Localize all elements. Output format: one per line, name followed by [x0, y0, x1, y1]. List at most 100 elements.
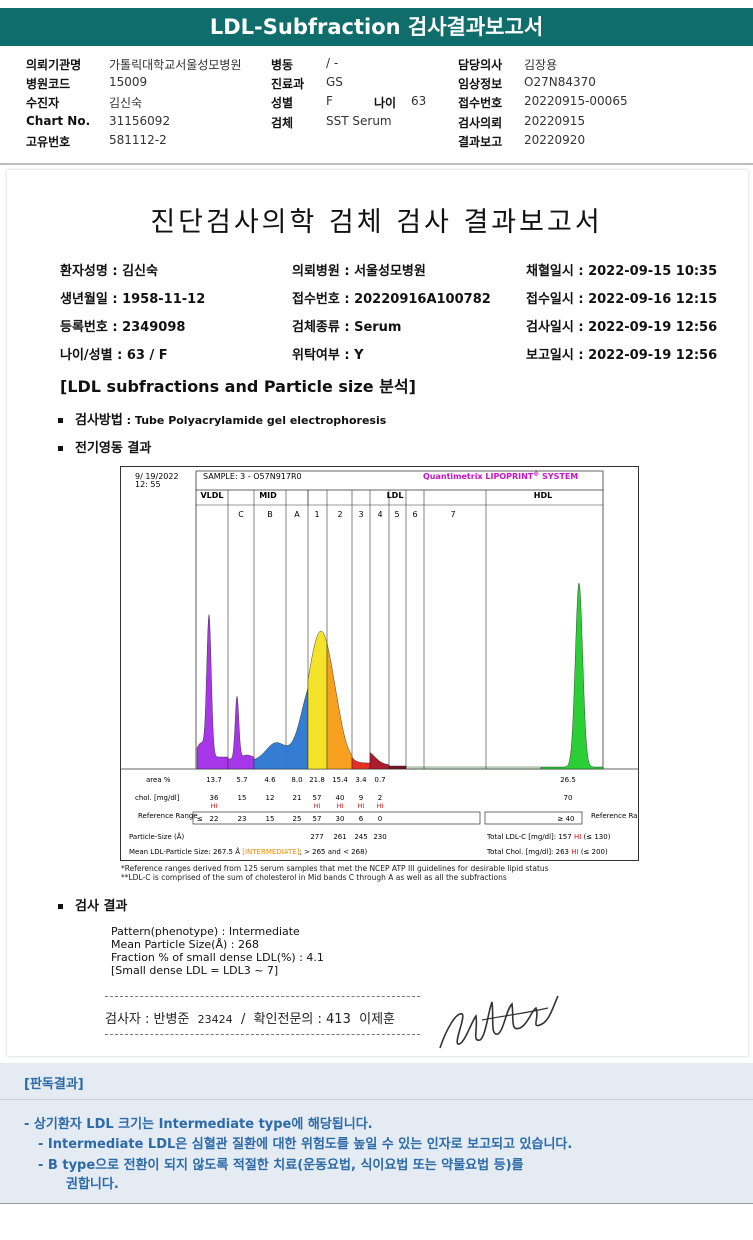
total-chol-ref: (≤ 200) — [581, 848, 608, 856]
reference-value: 57 — [313, 815, 322, 823]
band-label: 7 — [450, 510, 455, 519]
interpretation-header: [판독결과] — [0, 1063, 753, 1100]
info-value: 20220915 — [524, 114, 585, 128]
info-label: 담당의사 — [458, 56, 502, 73]
confirming-doctor-name: 이제훈 — [359, 1012, 395, 1027]
info-label: 수진자 — [26, 94, 59, 111]
brand-name: Quantimetrix LIPOPRINT — [423, 472, 534, 481]
info-value: 15009 — [109, 75, 147, 89]
result-item: 검사 결과 — [58, 895, 127, 914]
area-value: 21.8 — [309, 776, 325, 784]
hi-flag: HI — [358, 802, 365, 810]
chart-footnotes: *Reference ranges derived from 125 serum… — [121, 864, 549, 882]
electrophoresis-peaks — [197, 583, 603, 769]
area-values: 13.7 5.7 4.6 8.0 21.8 15.4 3.4 0.7 26.5 — [206, 776, 576, 784]
method-label: 검사방법 — [75, 413, 123, 428]
info-value: 31156092 — [109, 114, 170, 128]
outsourced-flag: 위탁여부 : Y — [292, 344, 364, 363]
peak-segment — [541, 583, 603, 769]
hi-flag: HI — [314, 802, 321, 810]
accession-number: 접수번호 : 20220916A100782 — [292, 288, 491, 307]
band-label: 4 — [377, 510, 382, 519]
age-sex: 나이/성별 : 63 / F — [60, 344, 168, 363]
info-label: 접수번호 — [458, 94, 502, 111]
interpretation-line: - B type으로 전환이 되지 않도록 적절한 치료(운동요법, 식이요법 … — [38, 1154, 523, 1173]
tester-id: 23424 — [198, 1013, 233, 1026]
electrophoresis-label: 전기영동 결과 — [75, 441, 151, 456]
group-label-hdl: HDL — [534, 491, 552, 500]
chol-value: 9 — [359, 794, 363, 802]
bullet-icon — [58, 904, 63, 909]
particle-size-value: 230 — [373, 833, 386, 841]
chol-value: 2 — [378, 794, 382, 802]
registration-number: 등록번호 : 2349098 — [60, 316, 185, 335]
info-label: 병원코드 — [26, 75, 70, 92]
info-label: Chart No. — [26, 114, 90, 128]
electrophoresis-item: 전기영동 결과 — [58, 437, 151, 456]
method-value: : Tube Polyacrylamide gel electrophoresi… — [123, 414, 386, 427]
band-label: 6 — [412, 510, 417, 519]
chol-value: 57 — [313, 794, 322, 802]
chol-value: 15 — [238, 794, 247, 802]
received-time: 접수일시 : 2022-09-16 12:15 — [526, 288, 717, 307]
area-value: 8.0 — [291, 776, 302, 784]
handwritten-signature — [432, 990, 562, 1055]
result-line: Fraction % of small dense LDL(%) : 4.1 — [111, 951, 324, 964]
peak-segment — [197, 615, 228, 769]
info-label: 임상정보 — [458, 75, 502, 92]
confirming-doctor: 확인전문의 : 413 — [254, 1012, 351, 1027]
peak-segment — [254, 688, 308, 769]
reference-lte-icon: ≤ — [197, 815, 203, 823]
test-time: 검사일시 : 2022-09-19 12:56 — [526, 316, 717, 335]
footnote: *Reference ranges derived from 125 serum… — [121, 864, 549, 873]
referring-hospital: 의뢰병원 : 서울성모병원 — [292, 260, 426, 279]
info-value: 가톨릭대학교서울성모병원 — [109, 56, 241, 73]
mean-value: 267.5 Å — [213, 847, 240, 856]
peak-segment — [327, 643, 352, 769]
method-item: 검사방법 : Tube Polyacrylamide gel electroph… — [58, 409, 386, 428]
signature-stroke — [440, 996, 558, 1048]
area-value: 0.7 — [374, 776, 385, 784]
area-value: 13.7 — [206, 776, 222, 784]
birth-date: 생년월일 : 1958-11-12 — [60, 288, 205, 307]
band-label: A — [294, 510, 300, 519]
info-value: 김장용 — [524, 56, 557, 73]
info-row: 고유번호 581112-2 결과보고 20220920 — [0, 133, 753, 151]
peak-segment — [228, 696, 254, 769]
footnote: **LDL-C is comprised of the sum of chole… — [121, 873, 549, 882]
reference-value: 22 — [210, 815, 219, 823]
peak-segment — [406, 767, 541, 769]
brand-suffix: SYSTEM — [539, 472, 578, 481]
total-ldl: Total LDL-C [mg/dl]: 157 HI (≤ 130) — [486, 833, 611, 841]
result-details: Pattern(phenotype) : Intermediate Mean P… — [111, 925, 324, 977]
total-ldl-label: Total LDL-C [mg/dl]: — [486, 833, 556, 841]
result-line: Pattern(phenotype) : Intermediate — [111, 925, 324, 938]
group-label-ldl: LDL — [387, 491, 404, 500]
reference-value: 0 — [378, 815, 382, 823]
info-label: 검사의뢰 — [458, 114, 502, 131]
reference-value: 15 — [266, 815, 275, 823]
info-label: 고유번호 — [26, 133, 70, 150]
chol-value: 40 — [336, 794, 345, 802]
info-row: 수진자 김신숙 성별 F 나이 63 접수번호 20220915-00065 — [0, 94, 753, 112]
result-label: 검사 결과 — [75, 899, 127, 914]
hi-flag: HI — [377, 802, 384, 810]
band-label: 3 — [358, 510, 363, 519]
electrophoresis-chart: 9/ 19/2022 12: 55 SAMPLE: 3 - O57N917R0 … — [120, 466, 639, 861]
band-label: 1 — [314, 510, 319, 519]
hi-flag: HI — [337, 802, 344, 810]
band-dividers — [228, 490, 486, 769]
group-label-vldl: VLDL — [200, 491, 223, 500]
interpretation-line: 권합니다. — [66, 1173, 119, 1192]
document-title: 진단검사의학 검체 검사 결과보고서 — [0, 200, 753, 239]
info-row: 병원코드 15009 진료과 GS 임상정보 O27N84370 — [0, 75, 753, 93]
reference-value: 6 — [359, 815, 364, 823]
mean-label: Mean LDL-Particle Size: — [129, 848, 211, 856]
sample-id: SAMPLE: 3 - O57N917R0 — [203, 472, 302, 481]
info-label: 결과보고 — [458, 133, 502, 150]
bullet-icon — [58, 446, 63, 451]
divider — [0, 163, 753, 165]
report-title-bar: LDL-Subfraction 검사결과보고서 — [0, 8, 753, 46]
interpretation-panel: [판독결과] - 상기환자 LDL 크기는 Intermediate type에… — [0, 1063, 753, 1203]
footer-divider — [0, 1203, 753, 1204]
